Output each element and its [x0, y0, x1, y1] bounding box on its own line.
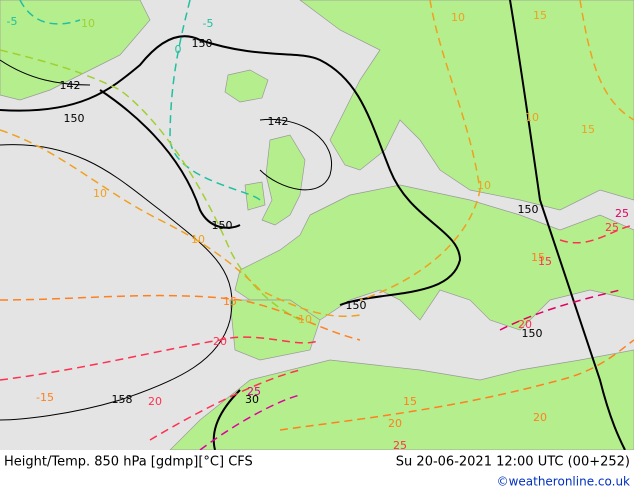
- contour-label: 158: [112, 393, 133, 406]
- contour-label: 25: [247, 385, 261, 398]
- contour-label: 0: [175, 43, 182, 56]
- contour-label: -5: [7, 15, 18, 28]
- footer-title: Height/Temp. 850 hPa [gdmp][°C] CFS: [4, 455, 253, 470]
- contour-label: 10: [477, 179, 491, 192]
- contour-label: 20: [533, 411, 547, 424]
- contour-label: 15: [538, 255, 552, 268]
- contour-label: 10: [191, 233, 205, 246]
- contour-label: 10: [298, 313, 312, 326]
- contour-label: 150: [522, 327, 543, 340]
- contour-label: 150: [346, 299, 367, 312]
- contour-label: 150: [64, 112, 85, 125]
- contour-label: 20: [388, 417, 402, 430]
- contour-label: -5: [203, 17, 214, 30]
- footer-bar: [0, 450, 634, 490]
- contour-label: 15: [533, 9, 547, 22]
- contour-label: 25: [605, 221, 619, 234]
- contour-label: 10: [451, 11, 465, 24]
- height-contours: [0, 0, 626, 451]
- contour-label: 10: [81, 17, 95, 30]
- contour-label: 142: [60, 79, 81, 92]
- footer-date: Su 20-06-2021 12:00 UTC (00+252): [396, 455, 630, 470]
- contour-label: 20: [213, 335, 227, 348]
- contour-label: 25: [393, 439, 407, 452]
- temperature-contours: [0, 0, 634, 451]
- contour-label: 15: [581, 123, 595, 136]
- contour-label: 25: [615, 207, 629, 220]
- contour-label: 15: [531, 251, 545, 264]
- contour-labels: -5 -5 0 150 142 150 142 10 10 150 150 15…: [7, 9, 629, 452]
- contour-label: -15: [36, 391, 54, 404]
- contour-label: 150: [192, 37, 213, 50]
- footer-credit: ©weatheronline.co.uk: [497, 475, 630, 489]
- contour-label: 10: [525, 111, 539, 124]
- contour-label: 150: [212, 219, 233, 232]
- contour-label: 15: [223, 295, 237, 308]
- contour-label: 20: [148, 395, 162, 408]
- contour-label: 10: [93, 187, 107, 200]
- contour-label: 30: [245, 393, 259, 406]
- contour-label: 20: [518, 318, 532, 331]
- land: [0, 0, 634, 451]
- contour-label: 142: [268, 115, 289, 128]
- contour-label: 15: [403, 395, 417, 408]
- contour-label: 150: [518, 203, 539, 216]
